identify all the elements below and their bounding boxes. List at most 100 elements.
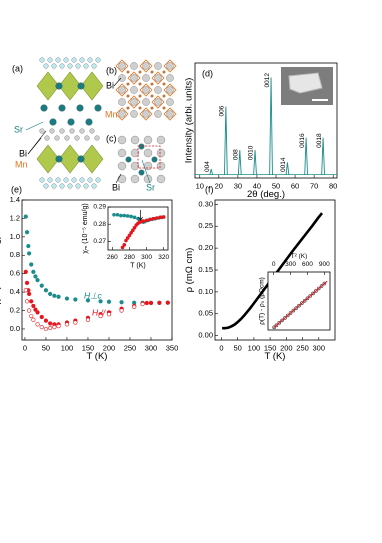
atom xyxy=(79,57,85,63)
pointer xyxy=(113,77,122,87)
atom xyxy=(166,86,174,94)
atom xyxy=(55,155,63,163)
atom xyxy=(67,183,73,189)
series-label: H // c xyxy=(92,307,113,317)
atom xyxy=(151,156,158,163)
atom xyxy=(142,62,150,70)
data-point xyxy=(122,213,127,218)
mn-lattice xyxy=(139,59,153,73)
y-tick-label: 0.05 xyxy=(198,309,213,318)
atom xyxy=(154,62,162,70)
data-point xyxy=(127,233,132,238)
x-tick-label: 260 xyxy=(107,254,118,261)
data-point xyxy=(29,299,34,304)
y-tick-label: 0.25 xyxy=(198,221,213,230)
mn-lattice xyxy=(151,71,165,85)
atom-label: Mn xyxy=(105,109,118,119)
atom xyxy=(154,98,162,106)
atom xyxy=(67,118,75,126)
data-point xyxy=(24,230,30,235)
atom xyxy=(130,135,140,145)
atom xyxy=(63,177,69,183)
atom xyxy=(74,135,80,141)
y-tick-label: 0.6 xyxy=(10,269,20,278)
y-tick-label: 0.4 xyxy=(10,287,20,296)
data-point xyxy=(27,308,32,313)
mn-lattice xyxy=(139,107,153,121)
plot-frame xyxy=(267,271,331,331)
x-axis-label: 2θ (deg.) xyxy=(247,189,285,200)
y-axis-label: ρ (mΩ cm) xyxy=(184,248,195,293)
atom xyxy=(59,183,65,189)
x-tick-label: 320 xyxy=(158,254,169,261)
atom xyxy=(126,106,130,110)
atom xyxy=(58,104,66,112)
atom xyxy=(138,169,145,176)
atom xyxy=(39,57,45,63)
data-point xyxy=(151,216,156,221)
atom xyxy=(69,128,75,134)
peak xyxy=(304,137,308,175)
data-point xyxy=(64,296,70,301)
y-tick-label: 0.0 xyxy=(10,324,20,333)
atom xyxy=(117,148,127,158)
atom xyxy=(43,183,49,189)
x-tick-label: 40 xyxy=(253,181,261,190)
mn-lattice xyxy=(115,107,129,121)
atom xyxy=(156,161,166,171)
peak-label: 0012 xyxy=(264,73,271,88)
atom xyxy=(51,183,57,189)
atom xyxy=(51,63,57,69)
x-tick-label: 20 xyxy=(215,181,223,190)
x-tick-label: 50 xyxy=(234,343,242,352)
atom xyxy=(54,135,60,141)
data-point xyxy=(31,317,36,322)
data-point xyxy=(132,304,137,309)
atom xyxy=(83,183,89,189)
atom-label: Sr xyxy=(146,182,155,192)
atom xyxy=(49,128,55,134)
atom xyxy=(59,128,65,134)
atom xyxy=(118,110,126,118)
y-tick-label: 0.20 xyxy=(198,243,213,252)
data-point xyxy=(23,269,28,274)
atom xyxy=(84,135,90,141)
mn-lattice xyxy=(151,95,165,109)
data-point xyxy=(27,251,32,256)
atom xyxy=(126,94,130,98)
atom xyxy=(89,128,95,134)
data-point xyxy=(56,324,61,329)
atom xyxy=(142,110,150,118)
atom xyxy=(130,174,140,184)
atom xyxy=(49,118,57,126)
atom xyxy=(138,143,145,150)
peak-label: 0014 xyxy=(280,157,287,172)
atom xyxy=(130,62,138,70)
x-tick-label: 50 xyxy=(272,181,280,190)
atom xyxy=(130,74,138,82)
atom xyxy=(55,57,61,63)
x-tick-label: 300 xyxy=(141,254,152,261)
atom xyxy=(77,82,85,90)
atom xyxy=(76,104,84,112)
atom xyxy=(142,98,150,106)
atom xyxy=(79,128,85,134)
atom xyxy=(156,148,166,158)
x-tick-label: 60 xyxy=(291,181,299,190)
data-point xyxy=(119,308,124,313)
atom xyxy=(154,74,162,82)
data-point xyxy=(98,299,103,304)
unit-cell xyxy=(137,145,161,169)
data-point xyxy=(129,214,133,219)
data-point xyxy=(35,322,40,327)
atom xyxy=(55,177,61,183)
data-point xyxy=(131,228,135,233)
atom xyxy=(43,63,49,69)
data-point xyxy=(73,297,78,302)
atom xyxy=(91,63,97,69)
atom xyxy=(40,104,48,112)
atom xyxy=(87,177,93,183)
atom xyxy=(39,177,45,183)
data-point xyxy=(23,214,28,219)
data-point xyxy=(148,300,154,305)
